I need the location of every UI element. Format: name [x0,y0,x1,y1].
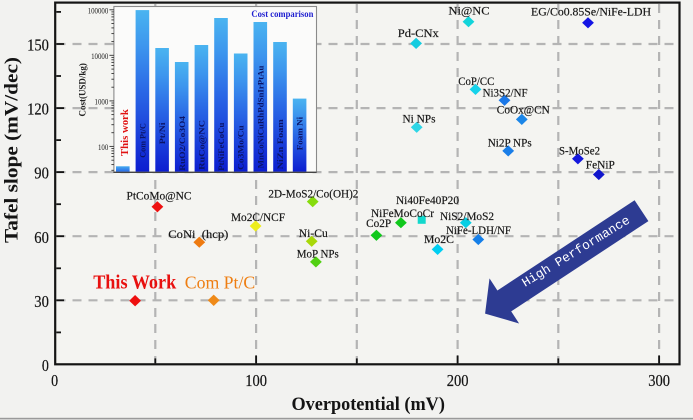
svg-text:Overpotential (mV): Overpotential (mV) [292,394,445,415]
svg-text:Ni2P NPs: Ni2P NPs [488,137,532,150]
svg-text:RuO2/Co3O4: RuO2/Co3O4 [177,115,187,170]
svg-text:30: 30 [34,292,49,311]
svg-text:100000: 100000 [88,6,109,15]
svg-text:120: 120 [27,100,49,119]
svg-text:0: 0 [42,356,49,375]
svg-text:100: 100 [98,143,108,152]
svg-text:PtCoMo@NC: PtCoMo@NC [127,190,192,203]
svg-text:NiFe-LDH/NF: NiFe-LDH/NF [446,224,511,237]
svg-text:FeNiP: FeNiP [586,158,615,171]
svg-text:Pd-CNx: Pd-CNx [398,27,439,40]
svg-text:2D-MoS2/Co(OH)2: 2D-MoS2/Co(OH)2 [268,187,358,200]
svg-text:Co2P: Co2P [366,217,391,230]
svg-text:NiZn Foam: NiZn Foam [275,118,285,169]
svg-text:Ni@NC: Ni@NC [449,5,490,18]
svg-text:Tafel slope (mV/dec): Tafel slope (mV/dec) [2,57,23,243]
svg-text:CoP/CC: CoP/CC [458,75,494,88]
svg-text:300: 300 [648,371,670,390]
svg-text:Co3Mo/Cu: Co3Mo/Cu [236,125,246,170]
svg-text:PtNiFeCoCu: PtNiFeCoCu [216,123,226,171]
svg-text:Cost comparison: Cost comparison [251,9,313,19]
svg-text:1000: 1000 [95,98,109,107]
svg-text:RuCo@NC: RuCo@NC [196,120,206,170]
svg-text:Com Pt/C: Com Pt/C [137,123,147,158]
svg-text:90: 90 [34,164,49,183]
svg-text:Ni NPs: Ni NPs [403,112,436,125]
svg-text:200: 200 [447,371,469,390]
svg-text:Pt/Ni: Pt/Ni [157,122,167,144]
svg-text:Cost(USD/kg): Cost(USD/kg) [78,63,89,116]
svg-text:0: 0 [51,371,58,390]
svg-text:10000: 10000 [91,52,108,61]
svg-text:Ni40Fe40P20: Ni40Fe40P20 [396,194,459,207]
svg-text:MnCoNiCuRhPdSnIrPtAu: MnCoNiCuRhPdSnIrPtAu [255,65,265,168]
svg-text:This Work: This Work [93,272,176,294]
svg-text:Com Pt/C: Com Pt/C [185,273,256,293]
svg-text:CoNi (hcp): CoNi (hcp) [168,228,228,241]
svg-text:Foam Ni: Foam Ni [295,116,305,150]
svg-text:Mo2C/NCF: Mo2C/NCF [231,211,285,224]
svg-text:NiS2/MoS2: NiS2/MoS2 [440,210,494,223]
svg-text:Ni3S2/NF: Ni3S2/NF [483,86,528,99]
svg-text:Mo2C: Mo2C [424,233,454,246]
svg-text:Ni-Cu: Ni-Cu [299,227,328,240]
svg-text:150: 150 [27,36,49,55]
svg-text:60: 60 [34,228,49,247]
svg-text:NiFeMoCoCr: NiFeMoCoCr [371,207,434,220]
svg-text:100: 100 [245,371,267,390]
svg-text:This work: This work [120,109,131,156]
svg-text:EG/Co0.85Se/NiFe-LDH: EG/Co0.85Se/NiFe-LDH [531,5,652,18]
svg-text:S-MoSe2: S-MoSe2 [559,145,600,158]
svg-text:MoP NPs: MoP NPs [297,248,339,261]
svg-text:CoOx@CN: CoOx@CN [497,103,551,116]
